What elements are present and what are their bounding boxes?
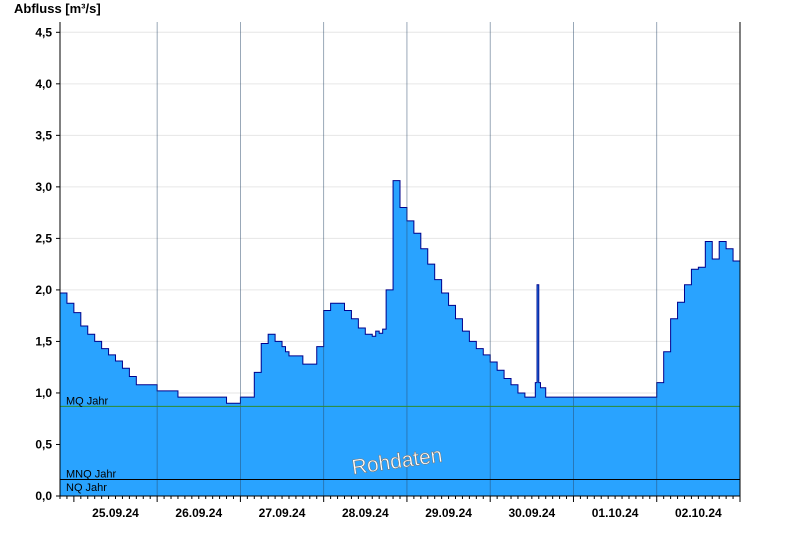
x-tick-label: 26.09.24 [175,506,222,520]
discharge-line [60,180,741,404]
y-tick-label: 1,5 [35,334,52,348]
x-tick-label: 02.10.24 [675,506,722,520]
x-tick-label: 25.09.24 [92,506,139,520]
y-tick-label: 3,0 [35,180,52,194]
y-tick-label: 2,5 [35,231,52,245]
y-tick-label: 0,5 [35,437,52,451]
y-tick-label: 2,0 [35,283,52,297]
discharge-area [60,180,740,496]
x-tick-label: 27.09.24 [259,506,306,520]
y-tick-label: 4,0 [35,77,52,91]
x-tick-label: 29.09.24 [425,506,472,520]
x-tick-label: 30.09.24 [508,506,555,520]
y-axis-title: Abfluss [m³/s] [14,1,101,16]
y-tick-label: 0,0 [35,489,52,503]
axes: 0,0 0,5 1,0 1,5 2,0 2,5 3,0 3,5 4,0 4,5 25.09.24 26… [35,22,741,520]
ref-label-2: MNQ Jahr [66,469,116,481]
y-tick-label: 1,0 [35,386,52,400]
y-tick-label: 3,5 [35,128,52,142]
x-tick-label: 28.09.24 [342,506,389,520]
series-area [60,22,741,496]
y-tick-label: 4,5 [35,25,52,39]
x-tick-label: 01.10.24 [592,506,639,520]
ref-label-1: MQ Jahr [66,395,109,407]
ref-label-3: NQ Jahr [66,482,107,494]
